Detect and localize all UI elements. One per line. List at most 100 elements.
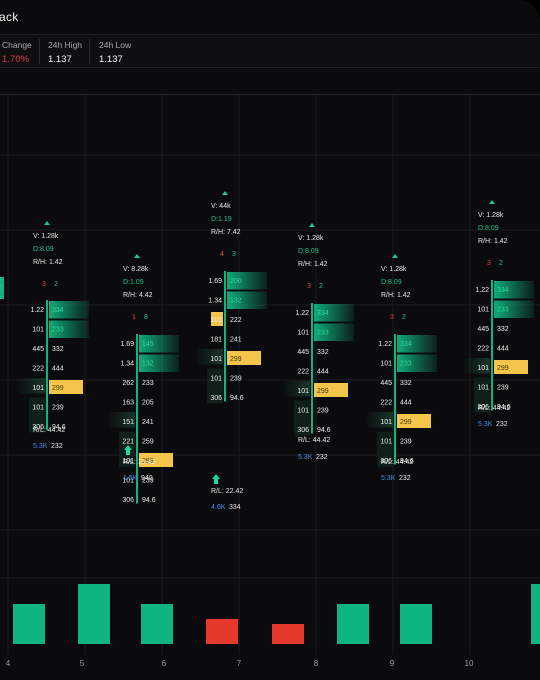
stat-value: 1.70% — [2, 54, 29, 65]
ask-cell-imbalance — [49, 320, 89, 338]
ask-value: 94.6 — [230, 395, 244, 402]
imbalance-sell: 3 — [487, 260, 491, 267]
ask-cell-imbalance — [397, 335, 437, 353]
bid-shade — [464, 358, 490, 374]
volume-bar — [206, 619, 238, 644]
ask-cell-poc — [139, 453, 173, 467]
candle-body-partial — [0, 277, 4, 299]
bid-value: 101 — [32, 405, 44, 412]
ask-value: 239 — [230, 376, 242, 383]
footprint-candle: V: 44k D:1.19 R/H: 7.42 4 3 1.69 200 1.34 132 101… — [197, 191, 267, 511]
volume-text: V: 1.28k — [33, 233, 59, 240]
volume-text: V: 44k — [211, 203, 231, 210]
ask-cell-poc — [314, 383, 348, 397]
x-tick-label: 5 — [80, 659, 85, 668]
ask-value: 259 — [142, 439, 154, 446]
candle-body — [136, 334, 138, 504]
imbalance-buy: 8 — [144, 314, 148, 321]
candle-body — [224, 271, 226, 402]
imbalance-buy: 2 — [402, 314, 406, 321]
ratio-low-text: R/L: 44.42 — [298, 437, 330, 444]
ask-value: 94.6 — [142, 497, 156, 504]
imbalance-sell: 3 — [42, 281, 46, 288]
ratio-high-text: R/H: 1.42 — [33, 259, 63, 266]
ask-value: 94.6 — [497, 404, 511, 411]
ask-value: 205 — [142, 400, 154, 407]
bid-shade — [19, 378, 45, 394]
bid-value: 445 — [477, 326, 489, 333]
volume-bar — [337, 604, 369, 644]
stat-label: 24h High — [48, 40, 83, 50]
ratio-high-text: R/H: 1.42 — [381, 292, 411, 299]
bid-value: 445 — [380, 380, 392, 387]
stat-change: Change 1.70% — [2, 40, 32, 65]
bid-value: 101 — [210, 356, 222, 363]
bid-value: 101 — [297, 388, 309, 395]
bid-value: 306 — [32, 424, 44, 431]
ask-value: 444 — [400, 400, 412, 407]
ask-cell-imbalance — [314, 323, 354, 341]
ask-cell-imbalance — [227, 291, 267, 309]
ratio-low-text: R/L: 44.42 — [381, 459, 413, 466]
ask-value: 132 — [230, 298, 242, 305]
bid-value: 306 — [380, 458, 392, 465]
ask-value: 334 — [52, 307, 64, 314]
candle-body — [46, 300, 48, 431]
delta-text: D:8.09 — [298, 248, 319, 255]
ask-value: 200 — [230, 278, 242, 285]
ask-value: 332 — [400, 380, 412, 387]
stats-bar: Change 1.70% 24h High 1.137 24h Low 1.13… — [0, 35, 540, 68]
ask-cell-poc — [49, 380, 83, 394]
candle-body — [311, 303, 313, 434]
toolbar-divider — [0, 94, 540, 95]
ask-value: 444 — [497, 346, 509, 353]
imbalance-sell: 1 — [132, 314, 136, 321]
ask-value: 94.6 — [52, 424, 66, 431]
arrow-up-icon — [124, 445, 132, 455]
ratio-high-text: R/H: 4.42 — [123, 292, 153, 299]
ask-value: 239 — [142, 478, 154, 485]
bid-value: 101 — [210, 317, 222, 324]
volume-text: V: 1.28k — [381, 266, 407, 273]
delta-total: 232 — [51, 443, 63, 450]
ask-value: 299 — [317, 388, 329, 395]
bid-value: 101 — [297, 408, 309, 415]
ask-cell-imbalance — [139, 335, 179, 353]
volume-bar — [531, 584, 540, 644]
imbalance-sell: 3 — [390, 314, 394, 321]
bid-value: 1.69 — [208, 278, 222, 285]
candle-body — [394, 334, 396, 465]
ask-value: 299 — [230, 356, 242, 363]
bid-value: 1.22 — [378, 341, 392, 348]
divider — [39, 39, 40, 64]
x-tick-label: 10 — [465, 659, 474, 668]
bid-shade — [294, 400, 310, 436]
ask-value: 334 — [400, 341, 412, 348]
bid-value: 222 — [297, 369, 309, 376]
ask-value: 444 — [317, 369, 329, 376]
imbalance-sell: 3 — [307, 283, 311, 290]
bid-value: 101 — [210, 376, 222, 383]
bid-value: 101 — [477, 385, 489, 392]
ratio-high-text: R/H: 1.42 — [478, 238, 508, 245]
bid-value: 222 — [477, 346, 489, 353]
bid-value: 1.69 — [120, 341, 134, 348]
volume-bar — [272, 624, 304, 644]
ask-cell-imbalance — [494, 300, 534, 318]
volume-total: 5.3K — [298, 454, 313, 461]
ask-value: 239 — [497, 385, 509, 392]
ask-value: 233 — [142, 380, 154, 387]
imbalance-buy: 2 — [319, 283, 323, 290]
volume-text: V: 8.28k — [123, 266, 149, 273]
x-tick-label: 7 — [237, 659, 242, 668]
ask-cell-imbalance — [139, 354, 179, 372]
ask-value: 299 — [52, 385, 64, 392]
ask-value: 239 — [400, 439, 412, 446]
ask-value: 233 — [52, 327, 64, 334]
ratio-low-text: R/L: 44.42 — [478, 405, 510, 412]
volume-bar — [141, 604, 173, 644]
delta-total: 940 — [141, 475, 153, 482]
